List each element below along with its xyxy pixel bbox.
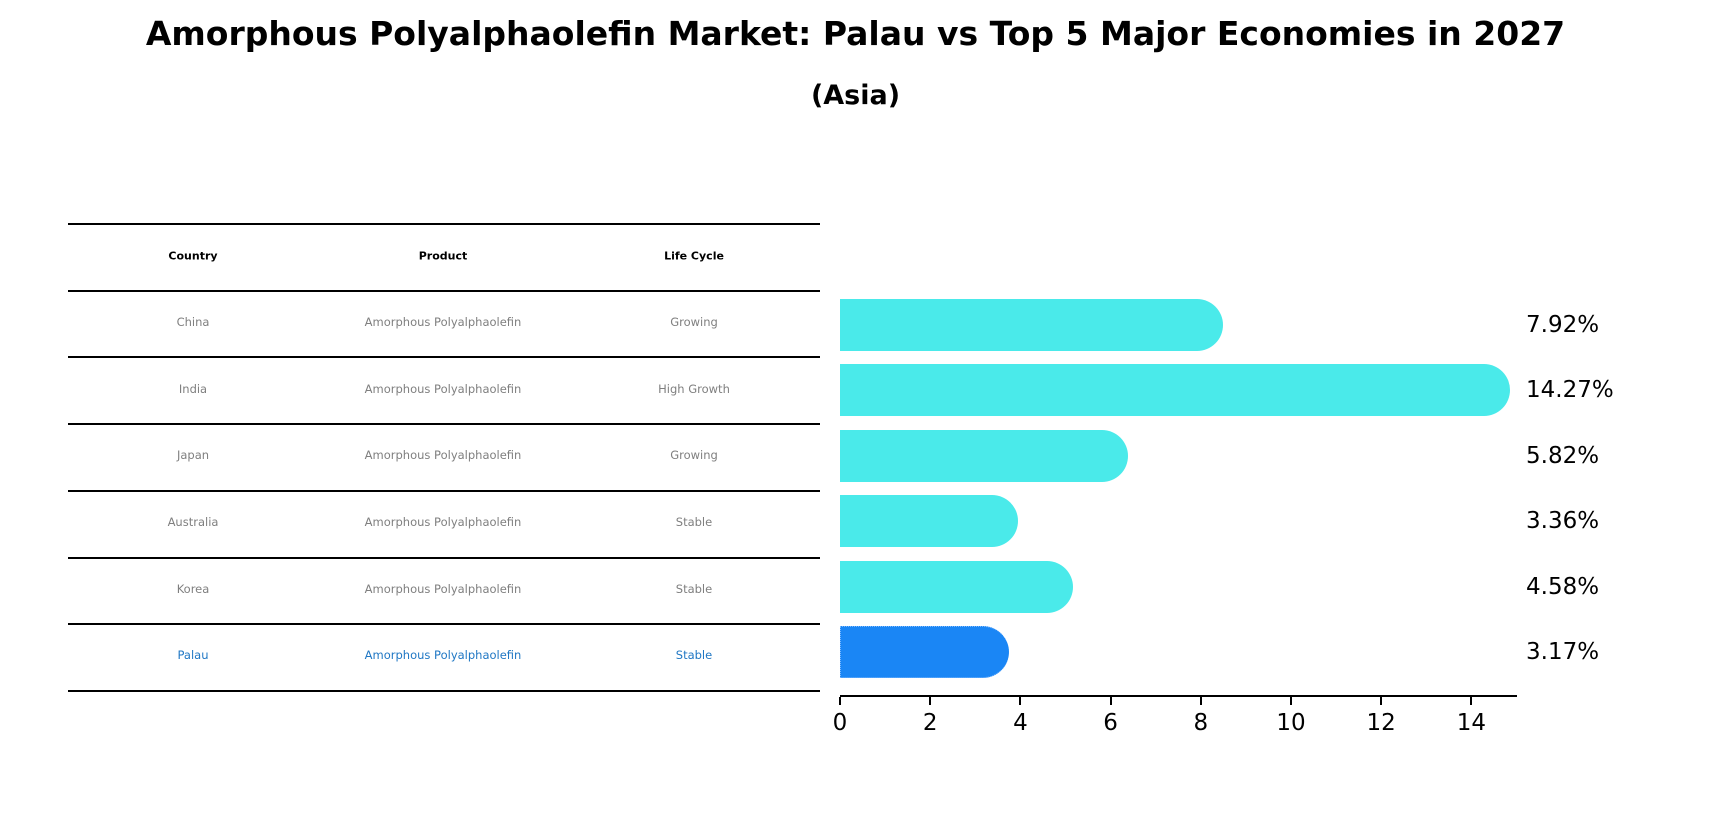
x-tick	[1199, 697, 1202, 705]
value-label: 5.82%	[1526, 443, 1600, 469]
bar-india	[840, 364, 1510, 416]
bar-australia	[840, 495, 1018, 547]
table-cell-product: Amorphous Polyalphaolefin	[364, 315, 522, 329]
bar-japan	[840, 430, 1129, 482]
bar-korea	[840, 561, 1073, 613]
x-tick-label: 0	[832, 710, 848, 736]
table-cell-life-cycle: High Growth	[658, 382, 730, 396]
table-rule	[68, 557, 820, 559]
x-tick-label: 8	[1193, 710, 1209, 736]
table-cell-country: Korea	[176, 582, 210, 596]
x-axis	[840, 695, 1517, 697]
value-label: 7.92%	[1526, 312, 1600, 338]
x-tick-label: 10	[1276, 710, 1306, 736]
table-cell-product: Amorphous Polyalphaolefin	[364, 582, 522, 596]
table-cell-country: China	[176, 315, 210, 329]
table-cell-product: Amorphous Polyalphaolefin	[364, 648, 522, 662]
x-tick	[1470, 697, 1473, 705]
table-cell-country: India	[178, 382, 208, 396]
x-tick-label: 14	[1456, 710, 1487, 736]
x-tick-label: 4	[1013, 710, 1028, 736]
table-cell-life-cycle: Stable	[675, 515, 713, 529]
column-header: Product	[418, 249, 468, 263]
table-rule	[68, 356, 820, 358]
table-rule	[68, 690, 820, 692]
x-tick	[1380, 697, 1383, 705]
x-tick-label: 12	[1366, 710, 1396, 736]
x-tick	[1019, 697, 1022, 705]
table-cell-product: Amorphous Polyalphaolefin	[364, 382, 522, 396]
column-header: Country	[168, 249, 218, 263]
table-cell-product: Amorphous Polyalphaolefin	[364, 448, 522, 462]
table-rule	[68, 290, 820, 292]
table-cell-product: Amorphous Polyalphaolefin	[364, 515, 522, 529]
chart-title: Amorphous Polyalphaolefin Market: Palau …	[145, 14, 1566, 53]
value-label: 3.17%	[1526, 639, 1600, 665]
table-rule	[68, 223, 820, 225]
bar-palau	[840, 626, 1009, 678]
table-cell-country: Australia	[167, 515, 219, 529]
table-rule	[68, 490, 820, 492]
table-cell-life-cycle: Growing	[670, 448, 718, 462]
bar-china	[840, 299, 1224, 351]
column-header: Life Cycle	[664, 249, 724, 263]
value-label: 3.36%	[1526, 508, 1600, 534]
table-cell-life-cycle: Stable	[675, 582, 713, 596]
table-rule	[68, 423, 820, 425]
x-tick	[839, 697, 841, 705]
table-rule	[68, 623, 820, 625]
table-cell-life-cycle: Stable	[675, 648, 713, 662]
table-cell-country: Japan	[176, 448, 210, 462]
table-cell-life-cycle: Growing	[670, 315, 718, 329]
value-label: 14.27%	[1526, 377, 1614, 403]
x-tick-label: 2	[922, 710, 938, 736]
table-cell-country: Palau	[177, 648, 209, 662]
value-label: 4.58%	[1526, 574, 1600, 600]
chart-subtitle: (Asia)	[810, 80, 901, 111]
x-tick	[929, 697, 932, 705]
x-tick-label: 6	[1103, 710, 1118, 736]
x-tick	[1109, 697, 1112, 705]
x-tick	[1290, 697, 1292, 705]
